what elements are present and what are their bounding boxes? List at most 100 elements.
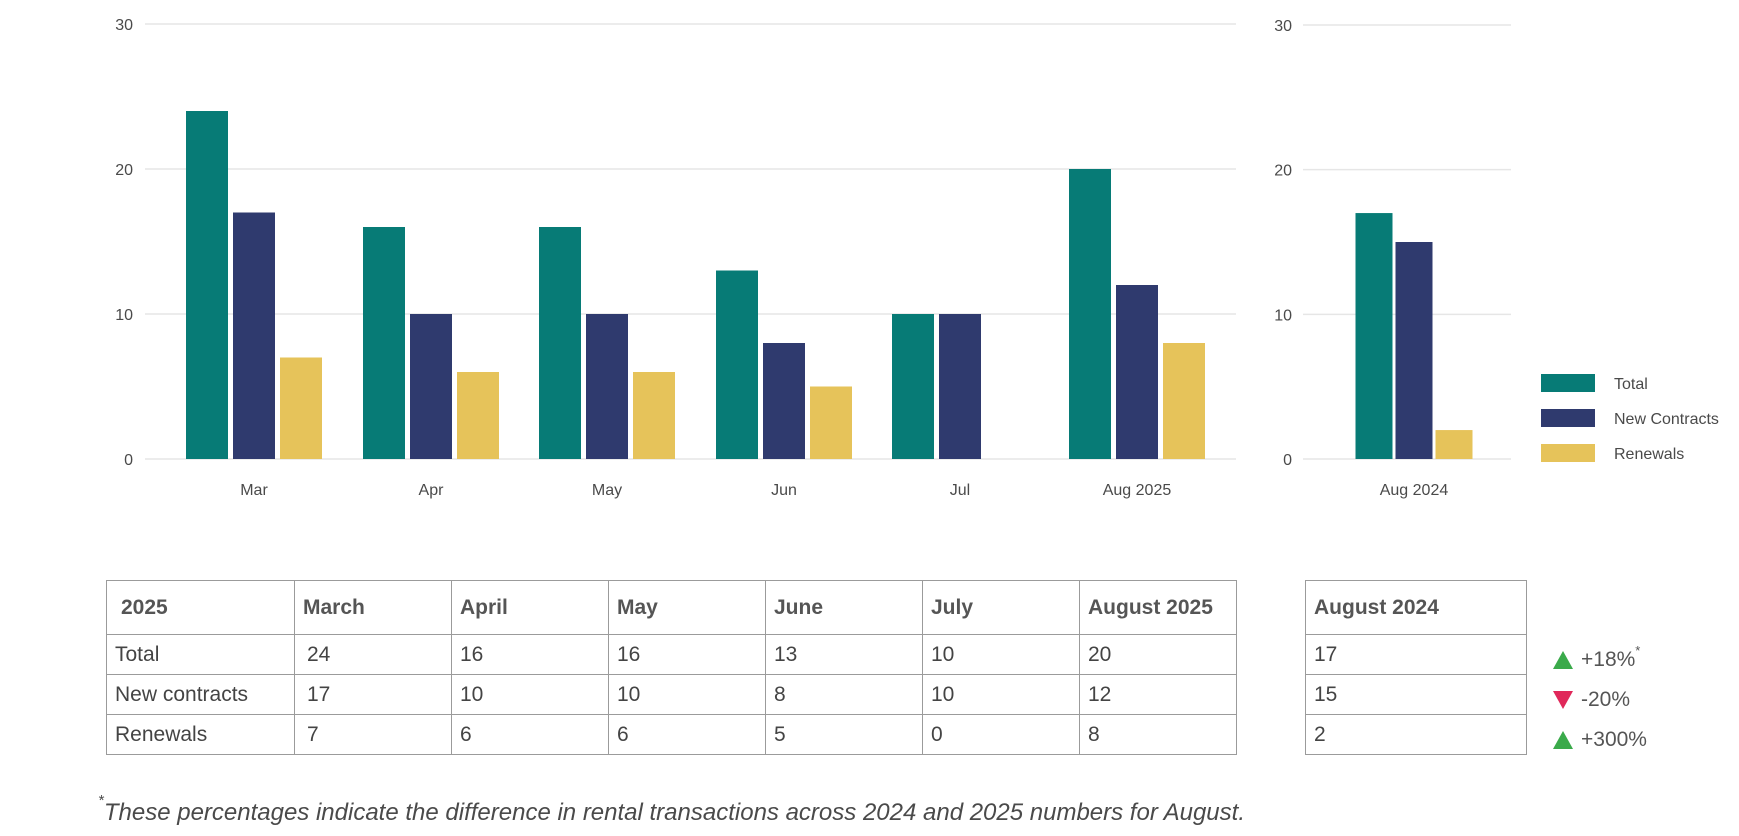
table-header-row: 2025 March April May June July August 20… (106, 580, 1237, 635)
y-tick-label: 20 (1274, 163, 1292, 180)
x-tick-label: Aug 2024 (1380, 482, 1449, 499)
bar-total (539, 227, 581, 459)
x-tick-label: Mar (240, 482, 268, 499)
table-cell: 15 (1305, 674, 1527, 715)
bar-renewals (457, 372, 499, 459)
table-header: June (765, 580, 923, 635)
table-cell: 12 (1079, 674, 1237, 715)
row-label: New contracts (106, 674, 295, 715)
x-tick-label: May (592, 482, 622, 499)
table-cell: 8 (1079, 714, 1237, 755)
row-label: Total (106, 634, 295, 675)
up-arrow-icon (1553, 731, 1573, 749)
x-tick-label: Jun (771, 482, 797, 499)
change-new-contracts: -20% (1553, 680, 1647, 720)
change-indicators: +18% * -20% +300% (1553, 640, 1647, 760)
bar-renewals (1163, 343, 1205, 459)
y-tick-label: 10 (1274, 307, 1292, 324)
bar-new-contracts (410, 314, 452, 459)
bar-total (1069, 169, 1111, 459)
table-header: 2025 (106, 580, 295, 635)
charts-area: 0 10 20 30 Mar Apr May Jun Jul Aug 2025 0 10 20 30 Au… (115, 17, 1719, 499)
bar-total (716, 270, 758, 459)
bar-renewals (280, 357, 322, 459)
legend-swatch (1541, 444, 1595, 462)
table-row: New contracts 17 10 10 8 10 12 (106, 674, 1237, 715)
table-cell: 7 (294, 714, 452, 755)
bar-new-contracts (1395, 242, 1433, 459)
table-row: 2 (1305, 714, 1527, 755)
change-value: -20% (1581, 688, 1631, 711)
footnote: *These percentages indicate the differen… (98, 792, 1245, 827)
bar-renewals (810, 386, 852, 459)
table-cell: 16 (451, 634, 609, 675)
table-header: April (451, 580, 609, 635)
bar-total (1355, 213, 1393, 459)
table-cell: 8 (765, 674, 923, 715)
bar-total (186, 111, 228, 459)
table-row: Total 24 16 16 13 10 20 (106, 634, 1237, 675)
x-tick-label: Apr (419, 482, 445, 499)
bar-renewals (633, 372, 675, 459)
legend-label: Renewals (1614, 446, 1684, 463)
main-bar-chart: 0 10 20 30 Mar Apr May Jun Jul Aug 2025 (115, 17, 1236, 499)
table-header: May (608, 580, 766, 635)
legend-swatch (1541, 409, 1595, 427)
bar-new-contracts (939, 314, 981, 459)
bar-new-contracts (586, 314, 628, 459)
legend-swatch (1541, 374, 1595, 392)
table-cell: 10 (922, 674, 1080, 715)
change-value: +18% (1581, 648, 1636, 671)
table-cell: 24 (294, 634, 452, 675)
legend-label: New Contracts (1614, 411, 1719, 428)
y-tick-label: 30 (1274, 18, 1292, 35)
x-tick-label: Jul (950, 482, 970, 499)
bar-new-contracts (763, 343, 805, 459)
y-tick-label: 30 (115, 17, 133, 34)
bar-total (363, 227, 405, 459)
table-cell: 16 (608, 634, 766, 675)
up-arrow-icon (1553, 651, 1573, 669)
bar-new-contracts (1116, 285, 1158, 459)
table-cell: 17 (294, 674, 452, 715)
comparison-bar-chart: 0 10 20 30 Aug 2024 (1274, 18, 1511, 499)
previous-year-table: August 2024 17 15 2 (1305, 580, 1527, 755)
table-header: March (294, 580, 452, 635)
footnote-marker: * (1635, 642, 1641, 658)
bar-total (892, 314, 934, 459)
down-arrow-icon (1553, 691, 1573, 709)
change-value: +300% (1581, 728, 1647, 751)
table-cell: 20 (1079, 634, 1237, 675)
footnote-text: These percentages indicate the differenc… (103, 799, 1245, 826)
table-header: August 2024 (1305, 580, 1527, 635)
x-tick-label: Aug 2025 (1103, 482, 1172, 499)
row-label: Renewals (106, 714, 295, 755)
table-cell: 5 (765, 714, 923, 755)
table-cell: 6 (608, 714, 766, 755)
table-cell: 13 (765, 634, 923, 675)
table-header: July (922, 580, 1080, 635)
monthly-table: 2025 March April May June July August 20… (106, 580, 1237, 755)
table-header-row: August 2024 (1305, 580, 1527, 635)
table-cell: 10 (451, 674, 609, 715)
table-row: 17 (1305, 634, 1527, 675)
table-cell: 2 (1305, 714, 1527, 755)
table-cell: 6 (451, 714, 609, 755)
legend-label: Total (1614, 376, 1648, 393)
chart-legend: Total New Contracts Renewals (1541, 374, 1719, 463)
table-header: August 2025 (1079, 580, 1237, 635)
bar-new-contracts (233, 212, 275, 459)
bar-renewals (1435, 430, 1473, 459)
y-tick-label: 0 (1283, 452, 1292, 469)
table-row: 15 (1305, 674, 1527, 715)
change-renewals: +300% (1553, 720, 1647, 760)
table-cell: 10 (922, 634, 1080, 675)
table-row: Renewals 7 6 6 5 0 8 (106, 714, 1237, 755)
change-total: +18% * (1553, 640, 1647, 680)
table-cell: 0 (922, 714, 1080, 755)
y-tick-label: 10 (115, 307, 133, 324)
table-cell: 17 (1305, 634, 1527, 675)
table-cell: 10 (608, 674, 766, 715)
footnote-marker: * (98, 792, 104, 809)
y-tick-label: 0 (124, 452, 133, 469)
